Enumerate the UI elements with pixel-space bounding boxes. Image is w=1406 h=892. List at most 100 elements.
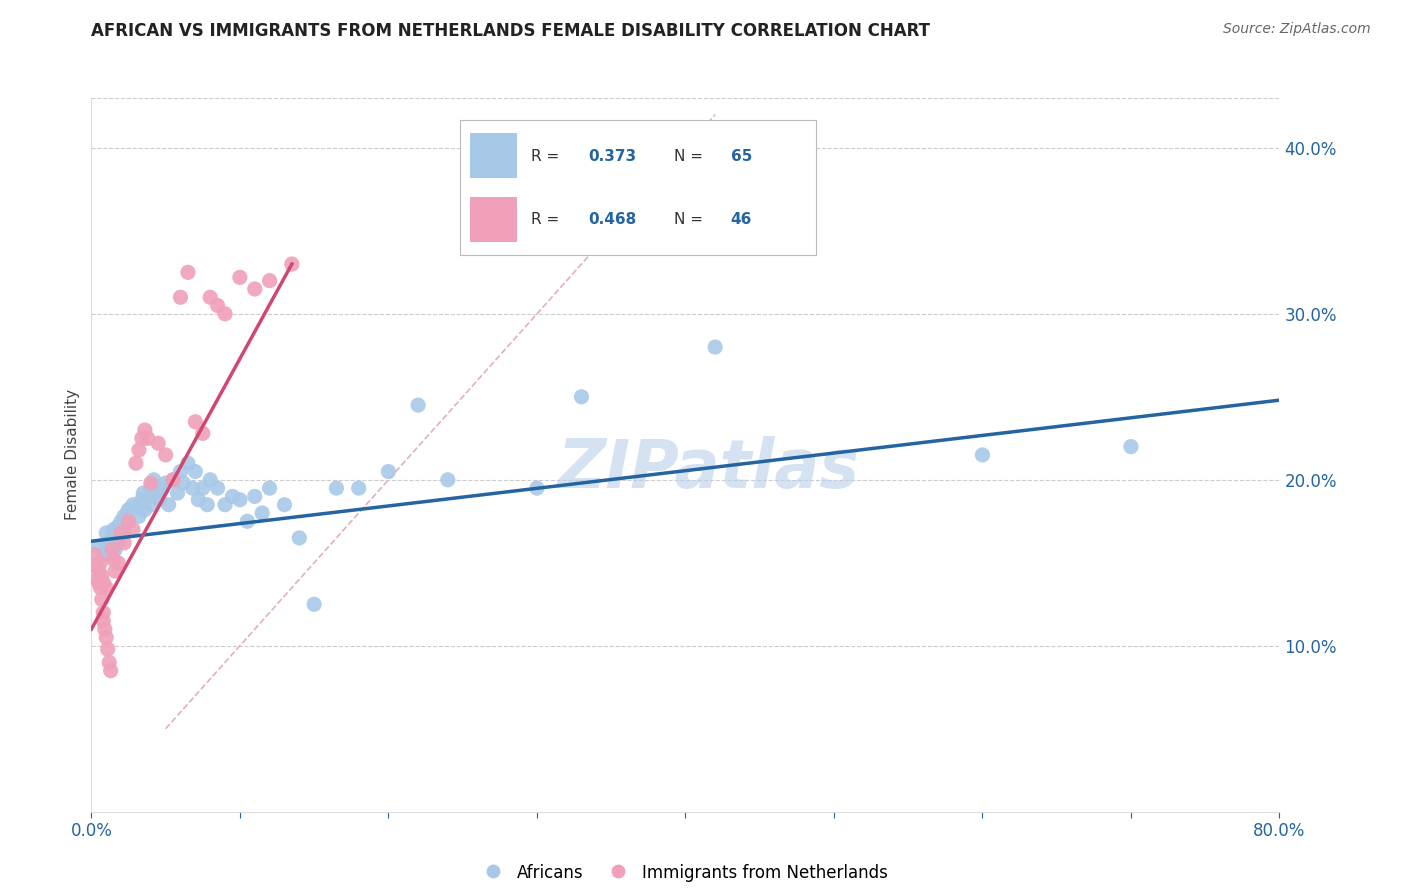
Point xyxy=(96,542,118,557)
Point xyxy=(125,456,148,470)
Point xyxy=(207,299,229,313)
Point xyxy=(122,498,145,512)
Point xyxy=(302,597,325,611)
Point xyxy=(149,492,172,507)
Point xyxy=(162,473,184,487)
Point xyxy=(139,476,162,491)
Point xyxy=(526,481,548,495)
Point xyxy=(97,642,120,657)
Point xyxy=(155,476,177,491)
Point xyxy=(972,448,994,462)
Point xyxy=(103,531,125,545)
Point xyxy=(177,265,200,279)
Point xyxy=(89,556,111,570)
Point xyxy=(110,514,132,528)
Point xyxy=(134,502,156,516)
Point xyxy=(87,539,110,553)
Legend: Africans, Immigrants from Netherlands: Africans, Immigrants from Netherlands xyxy=(477,857,894,889)
Point xyxy=(112,536,135,550)
Point xyxy=(101,542,124,557)
Point xyxy=(250,506,273,520)
Point xyxy=(125,501,148,516)
Point xyxy=(236,514,259,528)
Point xyxy=(132,486,155,500)
Point xyxy=(103,552,125,566)
Point xyxy=(229,270,252,285)
Point xyxy=(571,390,593,404)
Point xyxy=(259,274,281,288)
Point xyxy=(184,415,207,429)
Point xyxy=(89,581,111,595)
Point xyxy=(94,622,117,636)
Point xyxy=(325,481,347,495)
Point xyxy=(136,490,159,504)
Point xyxy=(229,492,252,507)
Point xyxy=(200,473,222,487)
Point xyxy=(96,581,118,595)
Point xyxy=(110,523,132,537)
Point xyxy=(243,282,266,296)
Point xyxy=(107,556,129,570)
Point xyxy=(221,490,243,504)
Point xyxy=(90,592,112,607)
Point xyxy=(259,481,281,495)
Point xyxy=(377,465,399,479)
Point xyxy=(107,536,129,550)
Point xyxy=(112,509,135,524)
Point xyxy=(91,606,114,620)
Point xyxy=(103,523,125,537)
Point xyxy=(87,575,110,590)
Point xyxy=(214,498,236,512)
Point xyxy=(172,476,194,491)
Point xyxy=(117,514,139,528)
Point xyxy=(145,486,167,500)
Point xyxy=(128,442,150,457)
Point xyxy=(115,506,138,520)
Point xyxy=(107,519,129,533)
Text: ZIPatlas: ZIPatlas xyxy=(558,436,860,502)
Point xyxy=(100,664,122,678)
Point xyxy=(195,498,218,512)
Point xyxy=(98,656,121,670)
Text: AFRICAN VS IMMIGRANTS FROM NETHERLANDS FEMALE DISABILITY CORRELATION CHART: AFRICAN VS IMMIGRANTS FROM NETHERLANDS F… xyxy=(91,22,931,40)
Point xyxy=(191,426,214,441)
Point xyxy=(136,431,159,445)
Point xyxy=(704,340,727,354)
Point xyxy=(104,542,127,557)
Point xyxy=(142,473,165,487)
Point xyxy=(139,481,162,495)
Point xyxy=(91,548,114,562)
Point xyxy=(98,548,121,562)
Point xyxy=(131,492,153,507)
Point xyxy=(110,525,132,540)
Point xyxy=(152,481,174,495)
Point xyxy=(177,456,200,470)
Point xyxy=(166,486,188,500)
Point xyxy=(96,536,118,550)
Point xyxy=(83,548,105,562)
Point xyxy=(187,492,209,507)
Point xyxy=(200,290,222,304)
Point xyxy=(96,631,118,645)
Point xyxy=(91,575,114,590)
Point xyxy=(281,257,304,271)
Point xyxy=(273,498,295,512)
Point xyxy=(148,436,170,450)
Text: Source: ZipAtlas.com: Source: ZipAtlas.com xyxy=(1223,22,1371,37)
Point xyxy=(207,481,229,495)
Y-axis label: Female Disability: Female Disability xyxy=(65,389,80,521)
Point xyxy=(169,290,191,304)
Point xyxy=(112,525,135,540)
Point xyxy=(86,573,108,587)
Point xyxy=(406,398,429,412)
Point xyxy=(162,473,184,487)
Point xyxy=(128,509,150,524)
Point xyxy=(117,514,139,528)
Point xyxy=(131,431,153,445)
Point xyxy=(87,564,110,578)
Point xyxy=(436,473,458,487)
Point xyxy=(157,498,180,512)
Point xyxy=(347,481,370,495)
Point xyxy=(155,448,177,462)
Point xyxy=(104,564,127,578)
